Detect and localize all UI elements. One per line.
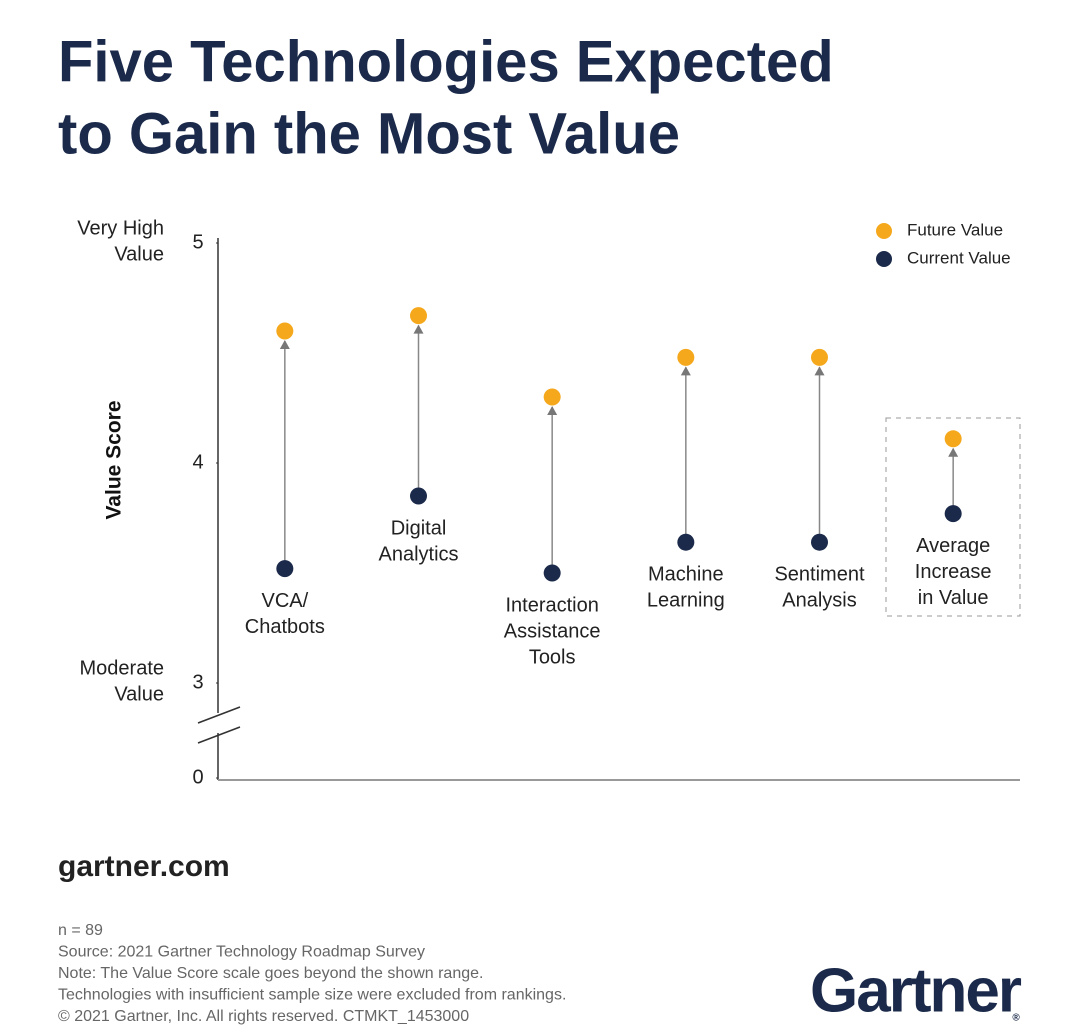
arrow-head bbox=[814, 366, 825, 376]
y-annotation: Very High bbox=[77, 217, 164, 239]
future-dot bbox=[276, 322, 294, 340]
average-box bbox=[885, 417, 1021, 617]
arrow-head bbox=[279, 340, 290, 349]
current-dot bbox=[677, 533, 695, 551]
title: to Gain the Most Value bbox=[58, 101, 680, 166]
arrow-head bbox=[680, 366, 691, 376]
arrow-head bbox=[413, 324, 424, 334]
current-dot bbox=[811, 533, 828, 551]
axis-break bbox=[197, 706, 241, 724]
y-annotation: Value bbox=[114, 683, 164, 705]
category-label: Chatbots bbox=[245, 616, 325, 638]
category-label: Analysis bbox=[782, 589, 856, 611]
category-label: Machine bbox=[648, 563, 724, 585]
category-label: Sentiment bbox=[774, 563, 864, 585]
arrow-head bbox=[948, 447, 959, 457]
future-dot bbox=[944, 430, 962, 448]
category-label: Assistance bbox=[504, 620, 601, 642]
axis-break bbox=[197, 726, 241, 744]
future-dot bbox=[677, 348, 695, 366]
current-dot bbox=[543, 564, 561, 582]
footnote: Note: The Value Score scale goes beyond … bbox=[58, 965, 483, 982]
y-tick-label: 0 bbox=[192, 766, 203, 788]
logo: Gartner bbox=[810, 956, 1022, 1025]
category-label: Interaction bbox=[505, 594, 598, 616]
y-tick-label: 3 bbox=[192, 671, 203, 693]
footnote: n = 89 bbox=[58, 922, 103, 939]
future-dot bbox=[543, 388, 561, 406]
y-annotation: Value bbox=[114, 243, 164, 265]
category-label: Learning bbox=[647, 589, 725, 611]
current-dot bbox=[410, 487, 427, 505]
legend-label: Current Value bbox=[907, 248, 1011, 267]
footnote: Source: 2021 Gartner Technology Roadmap … bbox=[58, 944, 425, 961]
current-dot bbox=[944, 505, 962, 523]
footnote: © 2021 Gartner, Inc. All rights reserved… bbox=[58, 1008, 469, 1025]
category-label: in Value bbox=[918, 587, 989, 609]
footnote: Technologies with insufficient sample si… bbox=[58, 987, 566, 1004]
legend-marker bbox=[876, 223, 892, 239]
legend-marker bbox=[876, 251, 892, 267]
current-dot bbox=[276, 560, 294, 578]
category-label: Increase bbox=[915, 561, 992, 583]
category-label: Average bbox=[916, 535, 990, 557]
y-tick-label: 4 bbox=[192, 451, 203, 473]
future-dot bbox=[410, 307, 427, 325]
future-dot bbox=[811, 348, 828, 366]
logo-mark: ® bbox=[1012, 1013, 1020, 1024]
category-label: VCA/ bbox=[261, 590, 308, 612]
category-label: Analytics bbox=[378, 543, 458, 565]
y-tick-label: 5 bbox=[192, 231, 203, 253]
arrow-head bbox=[547, 406, 558, 415]
category-label: Digital bbox=[391, 517, 447, 539]
category-label: Tools bbox=[529, 646, 576, 668]
site: gartner.com bbox=[58, 850, 230, 883]
title: Five Technologies Expected bbox=[58, 29, 834, 94]
y-axis-label: Value Score bbox=[103, 400, 126, 519]
legend-label: Future Value bbox=[907, 220, 1003, 239]
y-annotation: Moderate bbox=[80, 657, 165, 679]
